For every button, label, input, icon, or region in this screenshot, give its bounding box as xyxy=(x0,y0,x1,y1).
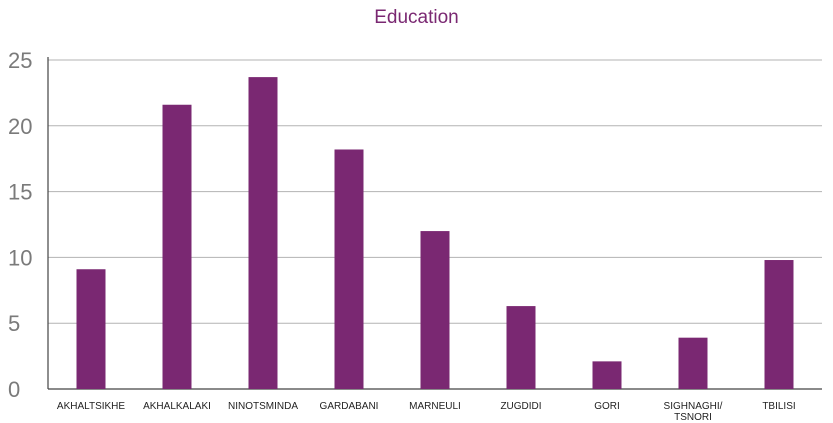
x-tick-label-2: AKHALKALAKI xyxy=(143,401,211,412)
y-tick-label-15: 15 xyxy=(8,180,32,205)
x-tick-label-4: GARDABANI xyxy=(320,401,379,412)
bar-3 xyxy=(248,77,278,389)
y-tick-label-10: 10 xyxy=(8,245,32,270)
y-tick-label-20: 20 xyxy=(8,114,32,139)
x-tick-label-6: ZUGDIDI xyxy=(500,401,541,412)
y-tick-label-0: 0 xyxy=(8,377,20,402)
x-tick-label-7: GORI xyxy=(594,401,620,412)
x-tick-label-8-line-1: SIGHNAGHI/ xyxy=(664,401,723,412)
bar-8 xyxy=(678,337,708,389)
bar-5 xyxy=(420,231,450,389)
bar-1 xyxy=(76,269,106,389)
x-tick-label-8-line-2: TSNORI xyxy=(674,412,712,423)
x-tick-label-5: MARNEULI xyxy=(409,401,461,412)
bar-7 xyxy=(592,361,622,389)
bar-4 xyxy=(334,149,364,389)
y-tick-label-5: 5 xyxy=(8,311,20,336)
x-tick-label-1: AKHALTSIKHE xyxy=(57,401,125,412)
chart-title: Education xyxy=(374,7,459,28)
bar-6 xyxy=(506,306,536,389)
x-tick-label-3: NINOTSMINDA xyxy=(228,401,298,412)
bar-9 xyxy=(764,260,794,389)
x-tick-label-9: TBILISI xyxy=(762,401,795,412)
y-tick-label-25: 25 xyxy=(8,48,32,73)
bar-2 xyxy=(162,104,192,389)
